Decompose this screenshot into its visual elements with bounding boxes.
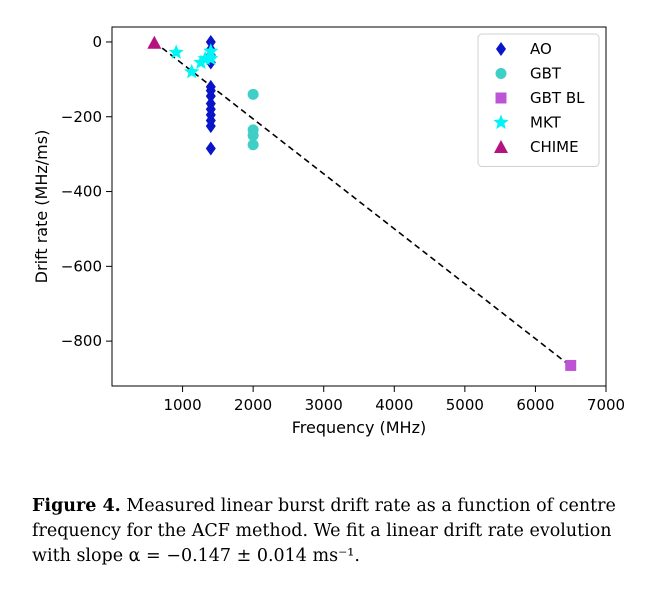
fit-line bbox=[153, 41, 572, 367]
y-tick-label: −600 bbox=[61, 257, 102, 275]
data-point-ao bbox=[205, 119, 216, 134]
legend-marker-chime bbox=[494, 140, 508, 153]
data-point-gbt bbox=[247, 129, 259, 141]
x-tick-label: 3000 bbox=[305, 396, 343, 414]
legend-marker-gbt bbox=[495, 68, 507, 79]
data-point-gbt bbox=[247, 88, 259, 100]
data-point-ao bbox=[205, 34, 216, 49]
x-tick-label: 2000 bbox=[234, 396, 272, 414]
y-tick-label: 0 bbox=[92, 33, 102, 51]
legend-marker-mkt bbox=[493, 114, 509, 129]
caption-line-1: Measured linear burst drift rate as a fu… bbox=[120, 496, 616, 516]
data-point-ao bbox=[205, 141, 216, 156]
y-tick-label: −400 bbox=[61, 183, 102, 201]
data-point-gbt-bl bbox=[565, 359, 577, 371]
legend-label: GBT BL bbox=[530, 89, 585, 107]
y-axis-label: Drift rate (MHz/ms) bbox=[32, 130, 51, 284]
plot-frame bbox=[111, 26, 607, 387]
data-point-chime bbox=[147, 35, 162, 49]
x-tick-label: 7000 bbox=[587, 396, 625, 414]
legend: AO GBT GBT BL MKT CHIME bbox=[477, 33, 600, 167]
data-point-mkt bbox=[184, 63, 200, 79]
caption-line-2: frequency for the ACF method. We fit a l… bbox=[32, 521, 612, 541]
data-point-ao bbox=[205, 89, 216, 104]
legend-label: GBT bbox=[530, 65, 562, 83]
x-tick-label: 4000 bbox=[375, 396, 413, 414]
caption-line-3: with slope α = −0.147 ± 0.014 ms⁻¹. bbox=[32, 546, 360, 566]
y-tick-label: −200 bbox=[61, 108, 102, 126]
x-tick-label: 5000 bbox=[446, 396, 484, 414]
scatter-chart: 1000 2000 3000 4000 5000 6000 7000 0 −200 −400 −6… bbox=[32, 26, 625, 437]
data-point-mkt bbox=[203, 50, 219, 66]
x-tick-label: 1000 bbox=[163, 396, 201, 414]
figure-caption: Figure 4. Measured linear burst drift ra… bbox=[32, 494, 642, 569]
data-point-mkt bbox=[168, 44, 184, 59]
legend-label: CHIME bbox=[530, 138, 579, 156]
legend-marker-gbt-bl bbox=[495, 92, 507, 104]
y-tick-label: −800 bbox=[61, 332, 102, 350]
legend-box bbox=[477, 33, 600, 167]
data-point-mkt bbox=[197, 50, 213, 66]
legend-label: AO bbox=[530, 40, 552, 58]
legend-marker-ao bbox=[496, 42, 506, 56]
data-point-gbt bbox=[247, 139, 259, 151]
x-tick-label: 6000 bbox=[516, 396, 554, 414]
data-point-mkt bbox=[203, 43, 219, 58]
data-point-mkt bbox=[193, 54, 209, 69]
caption-label: Figure 4. bbox=[32, 496, 121, 516]
legend-label: MKT bbox=[530, 114, 562, 132]
x-axis-label: Frequency (MHz) bbox=[292, 418, 426, 437]
